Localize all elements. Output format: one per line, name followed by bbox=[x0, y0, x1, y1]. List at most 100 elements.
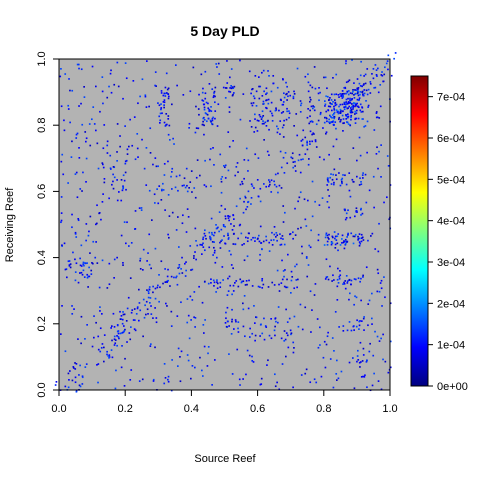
heatmap-cell bbox=[148, 263, 151, 266]
heatmap-cell bbox=[371, 384, 374, 387]
heatmap-cell bbox=[279, 120, 282, 122]
heatmap-cell bbox=[242, 378, 244, 380]
heatmap-cell bbox=[175, 276, 177, 279]
heatmap-cell bbox=[209, 237, 212, 239]
heatmap-cell bbox=[91, 345, 94, 348]
heatmap-cell bbox=[311, 140, 314, 143]
heatmap-cell bbox=[60, 219, 63, 222]
heatmap-cell bbox=[194, 227, 197, 230]
heatmap-cell bbox=[263, 139, 265, 141]
heatmap-cell bbox=[338, 116, 341, 119]
heatmap-cell bbox=[335, 178, 338, 181]
heatmap-cell bbox=[364, 82, 367, 85]
heatmap-cell bbox=[237, 327, 239, 330]
heatmap-cell bbox=[337, 267, 339, 270]
heatmap-cell bbox=[228, 145, 231, 148]
heatmap-cell bbox=[343, 92, 345, 95]
heatmap-cell bbox=[110, 69, 112, 72]
heatmap-cell bbox=[349, 216, 352, 219]
heatmap-cell bbox=[163, 101, 166, 104]
heatmap-cell bbox=[317, 346, 320, 349]
heatmap-cell bbox=[380, 287, 383, 290]
heatmap-cell bbox=[283, 330, 286, 332]
heatmap-cell bbox=[232, 290, 235, 292]
heatmap-cell bbox=[377, 272, 380, 275]
heatmap-cell bbox=[350, 107, 352, 109]
heatmap-cell bbox=[167, 115, 170, 117]
heatmap-cell bbox=[122, 313, 125, 316]
heatmap-cell bbox=[114, 387, 117, 390]
heatmap-cell bbox=[335, 373, 338, 375]
heatmap-cell bbox=[358, 328, 360, 330]
heatmap-cell bbox=[148, 233, 151, 236]
heatmap-cell bbox=[290, 332, 293, 335]
heatmap-cell bbox=[305, 256, 308, 258]
heatmap-cell bbox=[230, 68, 233, 70]
heatmap-cell bbox=[224, 164, 227, 167]
heatmap-cell bbox=[201, 369, 203, 372]
heatmap-cell bbox=[132, 319, 135, 321]
heatmap-cell bbox=[293, 287, 296, 290]
heatmap-cell bbox=[280, 282, 283, 284]
heatmap-cell bbox=[202, 236, 205, 239]
heatmap-cell bbox=[339, 108, 342, 111]
heatmap-cell bbox=[343, 101, 346, 104]
heatmap-cell bbox=[299, 303, 302, 306]
heatmap-cell bbox=[208, 110, 211, 113]
heatmap-cell bbox=[383, 276, 385, 278]
heatmap-cell bbox=[344, 238, 347, 241]
heatmap-cell bbox=[339, 120, 341, 123]
heatmap-cell bbox=[99, 110, 101, 113]
heatmap-cell bbox=[191, 268, 194, 271]
heatmap-cell bbox=[283, 96, 286, 99]
heatmap-cell bbox=[274, 373, 276, 376]
heatmap-cell bbox=[126, 221, 128, 224]
heatmap-cell bbox=[338, 158, 341, 160]
heatmap-cell bbox=[255, 316, 258, 319]
heatmap-cell bbox=[71, 226, 73, 229]
heatmap-cell bbox=[358, 97, 361, 99]
heatmap-cell bbox=[293, 315, 296, 318]
heatmap-cell bbox=[301, 245, 303, 248]
heatmap-cell bbox=[271, 112, 273, 115]
heatmap-cell bbox=[292, 237, 294, 240]
heatmap-cell bbox=[376, 146, 378, 149]
heatmap-cell bbox=[356, 102, 358, 105]
heatmap-cell bbox=[211, 231, 213, 234]
heatmap-cell bbox=[216, 282, 219, 285]
heatmap-cell bbox=[220, 180, 223, 183]
heatmap-cell bbox=[266, 364, 268, 366]
heatmap-cell bbox=[348, 105, 351, 108]
heatmap-cell bbox=[356, 355, 359, 357]
heatmap-cell bbox=[141, 138, 143, 141]
heatmap-cell bbox=[353, 303, 355, 306]
heatmap-cell bbox=[258, 114, 261, 116]
heatmap-cell bbox=[120, 315, 123, 317]
heatmap-cell bbox=[228, 250, 231, 252]
heatmap-cell bbox=[373, 372, 375, 375]
heatmap-cell bbox=[254, 339, 256, 342]
heatmap-cell bbox=[342, 96, 345, 98]
heatmap-cell bbox=[155, 85, 157, 87]
heatmap-cell bbox=[258, 97, 261, 100]
heatmap-cell bbox=[353, 97, 356, 99]
heatmap-cell bbox=[175, 64, 177, 66]
heatmap-cell bbox=[242, 211, 245, 214]
heatmap-cell bbox=[167, 87, 170, 90]
heatmap-cell bbox=[273, 284, 276, 286]
heatmap-cell bbox=[160, 107, 163, 109]
heatmap-cell bbox=[212, 147, 214, 149]
heatmap-cell bbox=[295, 263, 298, 266]
heatmap-cell bbox=[289, 94, 292, 97]
heatmap-cell bbox=[286, 99, 288, 101]
heatmap-cell bbox=[278, 109, 280, 112]
heatmap-cell bbox=[327, 105, 330, 108]
heatmap-cell bbox=[118, 337, 120, 340]
heatmap-cell bbox=[232, 233, 235, 235]
heatmap-cell bbox=[352, 180, 355, 183]
heatmap-cell bbox=[113, 83, 116, 86]
heatmap-cell bbox=[219, 286, 222, 288]
heatmap-cell bbox=[248, 354, 251, 357]
heatmap-cell bbox=[389, 302, 392, 305]
